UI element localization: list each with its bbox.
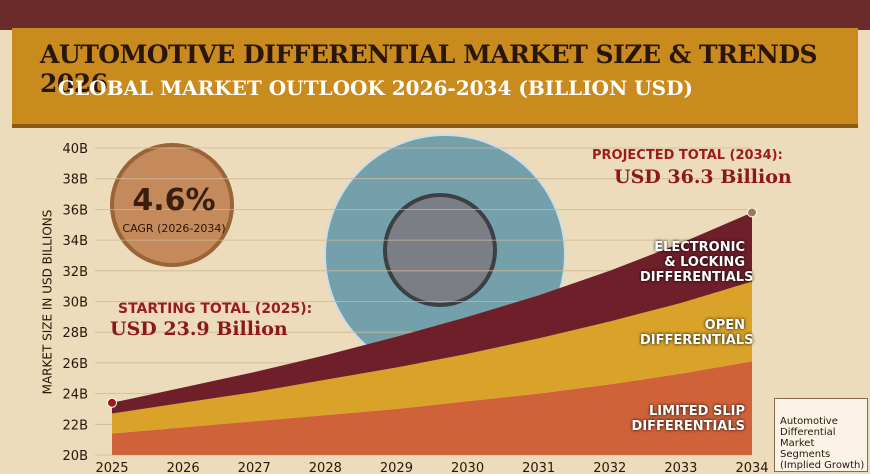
gear [383,193,497,307]
cagr-value: 4.6% [132,183,216,218]
segment-label: OPEN DIFFERENTIALS [640,318,754,348]
header-band [12,28,858,126]
area [112,361,752,455]
x-tick-label: 2028 [309,461,342,474]
cagr-label: CAGR (2026-2034) [122,222,226,235]
x-tick-label: 2033 [664,461,697,474]
y-tick-label: 32B [63,265,88,280]
annotation-value: USD 23.9 Billion [110,318,288,340]
cagr-badge [110,143,234,267]
header-edge [12,124,858,128]
annotation-label: STARTING TOTAL (2025): [118,301,313,317]
y-axis-label: MARKET SIZE IN USD BILLIONS [40,209,55,395]
area [112,281,752,434]
segment-label: LIMITED SLIP DIFFERENTIALS [631,404,745,434]
x-tick-label: 2029 [380,461,413,474]
y-tick-label: 26B [63,357,88,372]
x-tick-label: 2025 [95,461,128,474]
y-tick-label: 38B [63,173,88,188]
segment-label: ELECTRONIC & LOCKING DIFFERENTIALS [640,240,754,285]
y-tick-label: 20B [63,449,88,464]
legend [774,398,868,472]
y-tick-label: 30B [63,296,88,311]
y-tick-label: 40B [63,142,88,157]
legend-text: Automotive Differential Market Segments … [780,416,865,471]
x-tick-label: 2031 [522,461,555,474]
annotation-label: PROJECTED TOTAL (2034): [592,148,783,163]
backdrop [0,0,870,30]
y-tick-label: 34B [63,234,88,249]
x-tick-label: 2034 [735,461,768,474]
x-tick-label: 2030 [451,461,484,474]
title: AUTOMOTIVE DIFFERENTIAL MARKET SIZE & TR… [40,40,818,98]
subtitle: GLOBAL MARKET OUTLOOK 2026-2034 (BILLION… [58,76,693,100]
y-tick-label: 36B [63,203,88,218]
annotation-value: USD 36.3 Billion [614,166,792,188]
x-tick-label: 2032 [593,461,626,474]
x-tick-label: 2026 [167,461,200,474]
y-tick-label: 22B [63,418,88,433]
y-tick-label: 28B [63,326,88,341]
x-tick-label: 2027 [238,461,271,474]
y-tick-label: 24B [63,388,88,403]
area [112,212,752,414]
total-dot [107,397,117,408]
total-dot [747,207,757,218]
